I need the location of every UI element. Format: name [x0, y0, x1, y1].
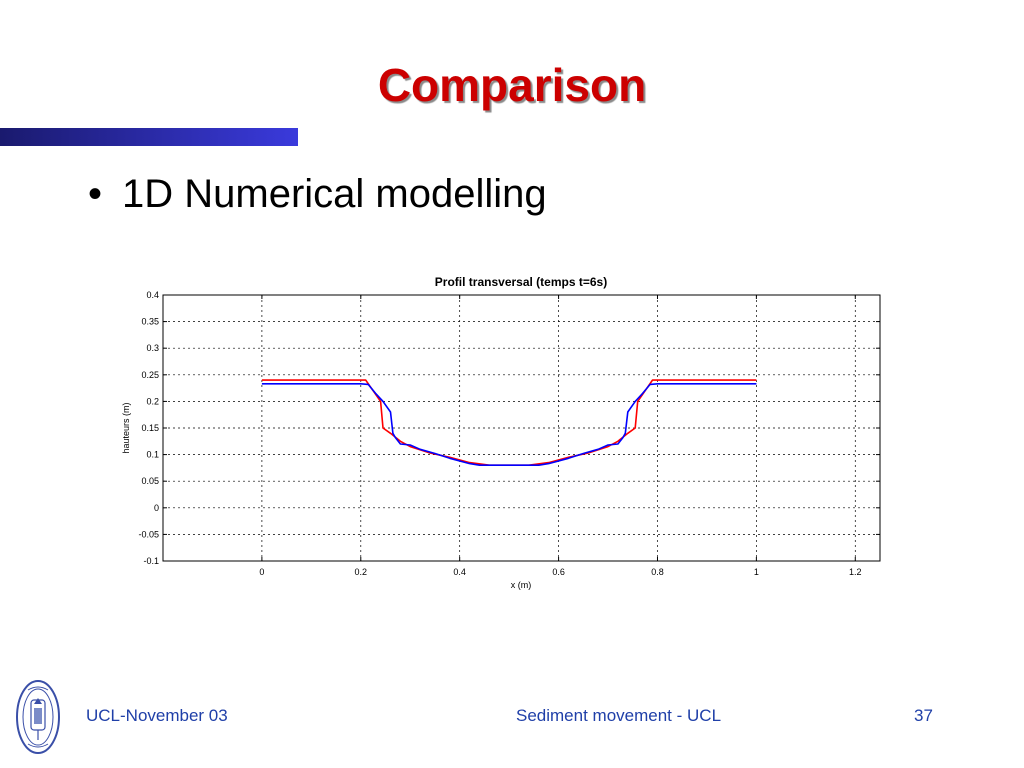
slide-title: Comparison — [377, 59, 647, 111]
y-tick-label: -0.05 — [138, 529, 159, 539]
x-tick-label: 0.2 — [355, 567, 368, 577]
bullet-item: • 1D Numerical modelling — [88, 172, 547, 217]
ucl-seal-icon — [16, 680, 60, 754]
grid-lines — [163, 294, 880, 562]
y-tick-label: 0.25 — [141, 370, 159, 380]
chart-series — [261, 379, 757, 466]
footer-date: UCL-November 03 — [86, 706, 228, 725]
y-tick-label: 0.2 — [146, 396, 159, 406]
x-tick-label: 1.2 — [849, 567, 862, 577]
x-axis-label: x (m) — [511, 580, 532, 590]
chart-title: Profil transversal (temps t=6s) — [435, 275, 607, 289]
y-axis-label: hauteurs (m) — [121, 402, 131, 453]
x-tick-label: 0.8 — [651, 567, 664, 577]
y-tick-label: 0 — [154, 503, 159, 513]
y-tick-label: 0.3 — [146, 343, 159, 353]
x-tick-label: 1 — [754, 567, 759, 577]
title-accent-bar — [0, 128, 298, 146]
y-tick-label: 0.4 — [146, 290, 159, 300]
x-tick-label: 0.6 — [552, 567, 565, 577]
y-tick-label: 0.05 — [141, 476, 159, 486]
y-tick-label: -0.1 — [143, 556, 159, 566]
axis-ticks: 0 0.2 0.4 0.6 0.8 1 1.2 -0.1 -0.05 0 0.05 0.1 0.15 0.… — [138, 290, 880, 577]
x-tick-label: 0 — [259, 567, 264, 577]
plot-area — [162, 294, 881, 562]
page-number: 37 — [914, 706, 933, 725]
footer-title: Sediment movement - UCL — [516, 706, 722, 725]
bullet-text: 1D Numerical modelling — [122, 172, 547, 216]
y-tick-label: 0.15 — [141, 423, 159, 433]
bullet-dot-icon: • — [88, 172, 103, 216]
profile-chart: 0 0.2 0.4 0.6 0.8 1 1.2 -0.1 -0.05 0 0.05 0.1 0.15 0.… — [121, 275, 881, 590]
y-tick-label: 0.35 — [141, 317, 159, 327]
series-line-2 — [261, 383, 757, 466]
y-tick-label: 0.1 — [146, 450, 159, 460]
x-tick-label: 0.4 — [453, 567, 466, 577]
